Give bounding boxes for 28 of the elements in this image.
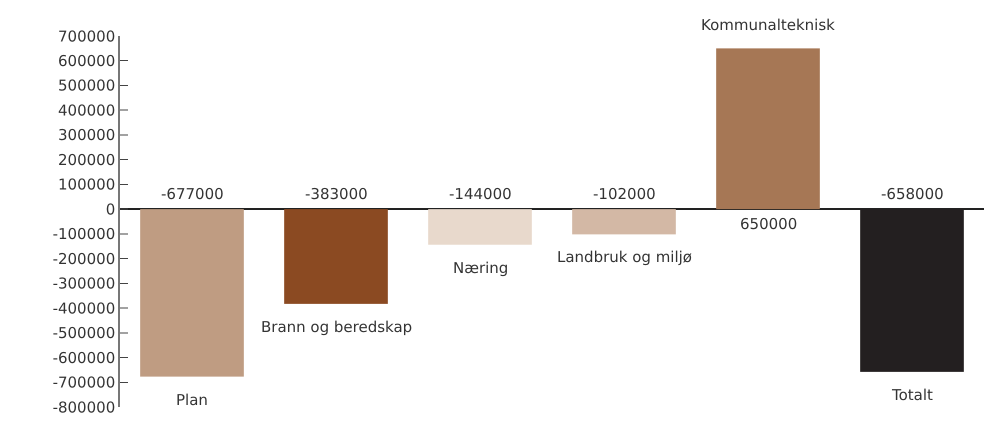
y-tick-label: -200000 [52, 250, 116, 268]
data-label: -677000 [161, 185, 224, 203]
y-tick-label: -600000 [52, 348, 116, 367]
data-label: -658000 [881, 185, 944, 203]
y-tick-label: 600000 [58, 52, 116, 70]
y-tick-label: -400000 [52, 299, 116, 318]
data-label: -144000 [449, 185, 512, 203]
y-tick-label: -500000 [52, 324, 116, 342]
y-tick-label: 500000 [58, 76, 116, 95]
x-tick-label: Landbruk og miljø [557, 248, 692, 266]
y-tick-label: 700000 [58, 27, 116, 46]
y-tick-label: 300000 [58, 126, 116, 144]
data-label: -102000 [593, 185, 656, 203]
y-tick-label: 0 [106, 200, 116, 218]
x-tick-label: Kommunalteknisk [701, 16, 836, 34]
y-tick-label: 100000 [58, 176, 116, 194]
y-tick-label: 400000 [58, 101, 116, 120]
x-tick-label: Plan [176, 391, 208, 409]
y-tick-label: -700000 [52, 374, 116, 392]
data-label: 650000 [740, 215, 798, 233]
x-tick-label: Brann og beredskap [261, 318, 412, 336]
x-tick-label: Totalt [891, 386, 934, 404]
y-tick-label: 200000 [58, 150, 116, 169]
y-tick-label: -800000 [52, 398, 116, 416]
x-tick-label: Næring [453, 259, 508, 277]
y-tick-label: -300000 [52, 274, 116, 293]
data-label: -383000 [305, 185, 368, 203]
y-tick-label: -100000 [52, 225, 116, 244]
